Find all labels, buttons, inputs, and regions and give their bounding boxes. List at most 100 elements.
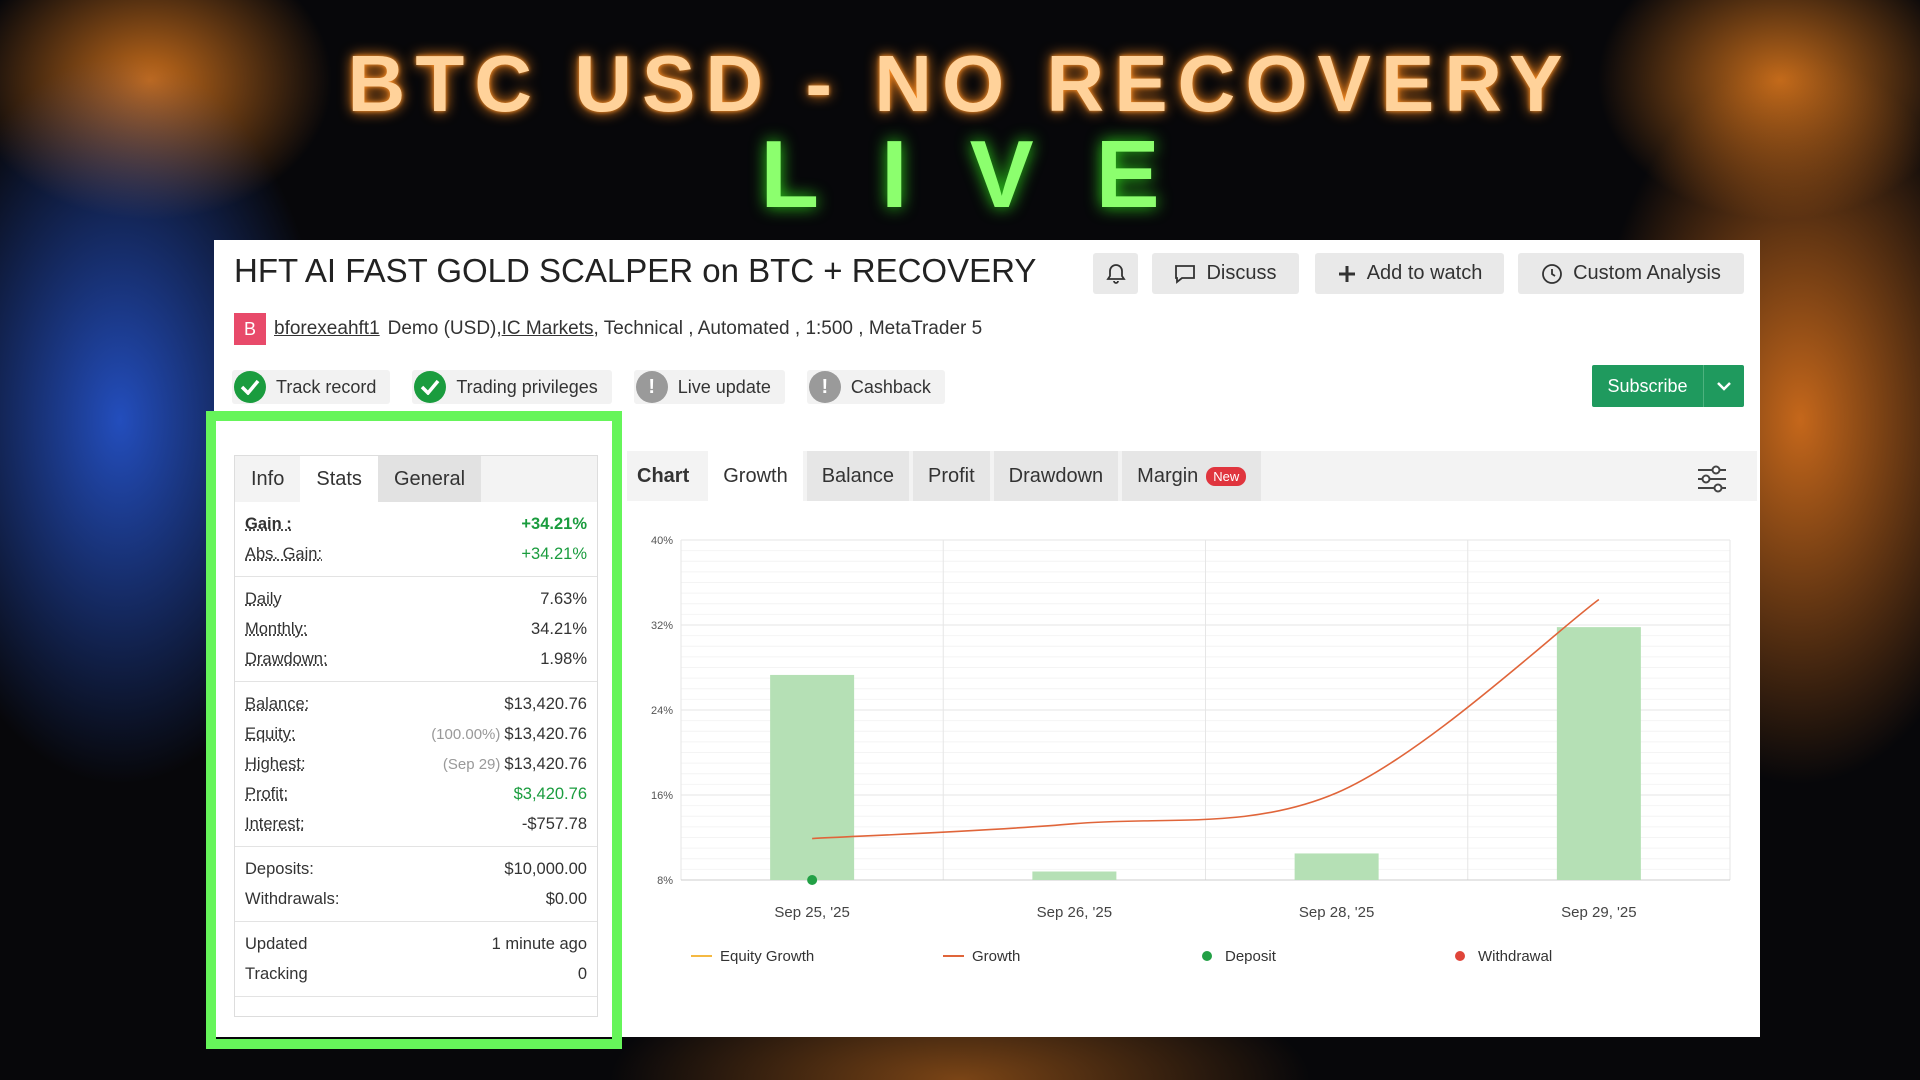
- stats-tab[interactable]: Stats: [300, 456, 378, 502]
- check-icon: [414, 371, 447, 403]
- banner-subtitle: LIVE: [760, 121, 1222, 228]
- stats-row: Monthly: 34.21%: [245, 614, 587, 644]
- chart-tabs: Chart Growth Balance Profit Drawdown Margin Ne…: [627, 451, 1757, 501]
- stat-label: Drawdown:: [245, 649, 328, 668]
- button-label: Add to watch: [1366, 262, 1483, 284]
- stat-value: $13,420.76: [504, 754, 587, 773]
- stat-value: 0: [577, 964, 587, 983]
- subscribe-button[interactable]: Subscribe: [1592, 365, 1744, 407]
- badge-label: Live update: [677, 376, 771, 397]
- clock-icon: [1542, 263, 1562, 284]
- stats-row: Gain : +34.21%: [245, 509, 587, 539]
- stat-label: Profit:: [245, 784, 289, 803]
- stat-label: Equity:: [245, 724, 296, 743]
- stats-row: Balance: $13,420.76: [245, 689, 587, 719]
- stat-label: Tracking: [245, 964, 308, 983]
- stat-value: 7.63%: [540, 589, 587, 608]
- warn-icon: !: [635, 371, 668, 403]
- stat-label: Balance:: [245, 694, 310, 713]
- stat-value: 1.98%: [540, 649, 587, 668]
- stats-body: Gain : +34.21% Abs. Gain: +34.21% Daily 7.63%…: [235, 502, 597, 997]
- stats-group: Deposits: $10,000.00 Withdrawals: $0.00: [235, 847, 597, 922]
- stats-tabs: Info Stats General: [235, 456, 597, 502]
- notify-button[interactable]: [1093, 253, 1138, 294]
- check: [421, 379, 440, 395]
- stat-label: Withdrawals:: [245, 889, 340, 908]
- badge-label: Trading privileges: [456, 376, 598, 397]
- caret: [1717, 382, 1731, 391]
- chat-icon: [1175, 264, 1196, 284]
- stats-row: Drawdown: 1.98%: [245, 644, 587, 674]
- dropdown[interactable]: [1703, 365, 1744, 407]
- stats-row: Updated 1 minute ago: [245, 929, 587, 959]
- stat-label: Monthly:: [245, 619, 308, 638]
- stat-label: Abs. Gain:: [245, 544, 323, 563]
- badges: Track record Trading privileges! Live upda…: [232, 370, 945, 404]
- stat-label: Interest:: [245, 814, 305, 833]
- stats-group: Balance: $13,420.76 Equity: (100.00%) $13,42…: [235, 682, 597, 847]
- chart-tab[interactable]: Chart: [637, 464, 690, 487]
- stats-row: Profit: $3,420.76: [245, 779, 587, 809]
- stat-note: (100.00%): [431, 725, 501, 743]
- settings-icon[interactable]: [1696, 464, 1728, 494]
- stats-group: Updated 1 minute ago Tracking 0: [235, 922, 597, 997]
- account-type: Demo (USD),: [387, 318, 502, 339]
- stat-value: -$757.78: [521, 814, 587, 833]
- analysis-button[interactable]: Custom Analysis: [1518, 253, 1744, 294]
- stat-value: $13,420.76: [504, 694, 587, 713]
- new-badge: New: [1206, 466, 1247, 486]
- stat-value: +34.21%: [521, 514, 587, 533]
- stats-row: Equity: (100.00%) $13,420.76: [245, 719, 587, 749]
- stat-value: 34.21%: [531, 619, 587, 638]
- stats-row: Daily 7.63%: [245, 584, 587, 614]
- badge-label: Cashback: [850, 376, 931, 397]
- username[interactable]: bforexeahft1: [274, 318, 380, 339]
- button-label: Discuss: [1206, 262, 1277, 284]
- chart-tab[interactable]: Growth: [708, 451, 803, 501]
- stats-tab[interactable]: General: [377, 456, 482, 502]
- stat-value: $0.00: [545, 889, 587, 908]
- discuss-button[interactable]: Discuss: [1152, 253, 1299, 294]
- avatar: B: [234, 313, 266, 345]
- chart-tab[interactable]: Profit: [912, 451, 990, 501]
- check-icon: [234, 371, 266, 403]
- broker[interactable]: IC Markets: [501, 318, 594, 339]
- stat-value: +34.21%: [521, 544, 587, 563]
- bell-icon: [1105, 263, 1126, 284]
- account-row: B bforexeahft1 Demo (USD), IC Markets , …: [234, 313, 982, 345]
- plus-icon: [1338, 265, 1355, 282]
- stats-row: Highest: (Sep 29) $13,420.76: [245, 749, 587, 779]
- check: [240, 379, 260, 395]
- stats-row: Interest: -$757.78: [245, 809, 587, 839]
- stats-row: Withdrawals: $0.00: [245, 884, 587, 914]
- stat-value: 1 minute ago: [491, 934, 587, 953]
- stat-label: Daily: [245, 589, 282, 608]
- watch-button[interactable]: Add to watch: [1315, 253, 1504, 294]
- system-title: HFT AI FAST GOLD SCALPER on BTC + RECOVE…: [234, 252, 1037, 289]
- stats-row: Abs. Gain: +34.21%: [245, 539, 587, 569]
- stat-label: Highest:: [245, 754, 306, 773]
- button-label: Subscribe: [1607, 375, 1688, 396]
- stat-label: Deposits:: [245, 859, 314, 878]
- badge: Trading privileges: [412, 370, 612, 404]
- button-label: Custom Analysis: [1573, 262, 1721, 284]
- stat-value: $10,000.00: [504, 859, 587, 878]
- stat-label: Updated: [245, 934, 308, 953]
- stat-label: Gain :: [245, 514, 292, 533]
- badge: ! Live update: [633, 370, 785, 404]
- stats-panel: Info Stats General Gain : +34.21% Abs. Gain:…: [234, 455, 598, 1017]
- account-details: , Technical , Automated , 1:500 , MetaTr…: [593, 318, 983, 339]
- chart-tab[interactable]: Drawdown: [993, 451, 1119, 501]
- chart-tab[interactable]: Margin New: [1122, 451, 1262, 501]
- stat-note: (Sep 29): [442, 755, 501, 773]
- stats-tab[interactable]: Info: [251, 467, 285, 490]
- badge: Track record: [232, 370, 391, 404]
- banner-title: BTC USD - NO RECOVERY: [347, 39, 1573, 128]
- stat-value: $13,420.76: [504, 724, 587, 743]
- chart-tab[interactable]: Balance: [806, 451, 909, 501]
- stats-group: Gain : +34.21% Abs. Gain: +34.21%: [235, 502, 597, 577]
- badge-label: Track record: [276, 376, 377, 397]
- stats-row: Tracking 0: [245, 959, 587, 989]
- badge: ! Cashback: [806, 370, 945, 404]
